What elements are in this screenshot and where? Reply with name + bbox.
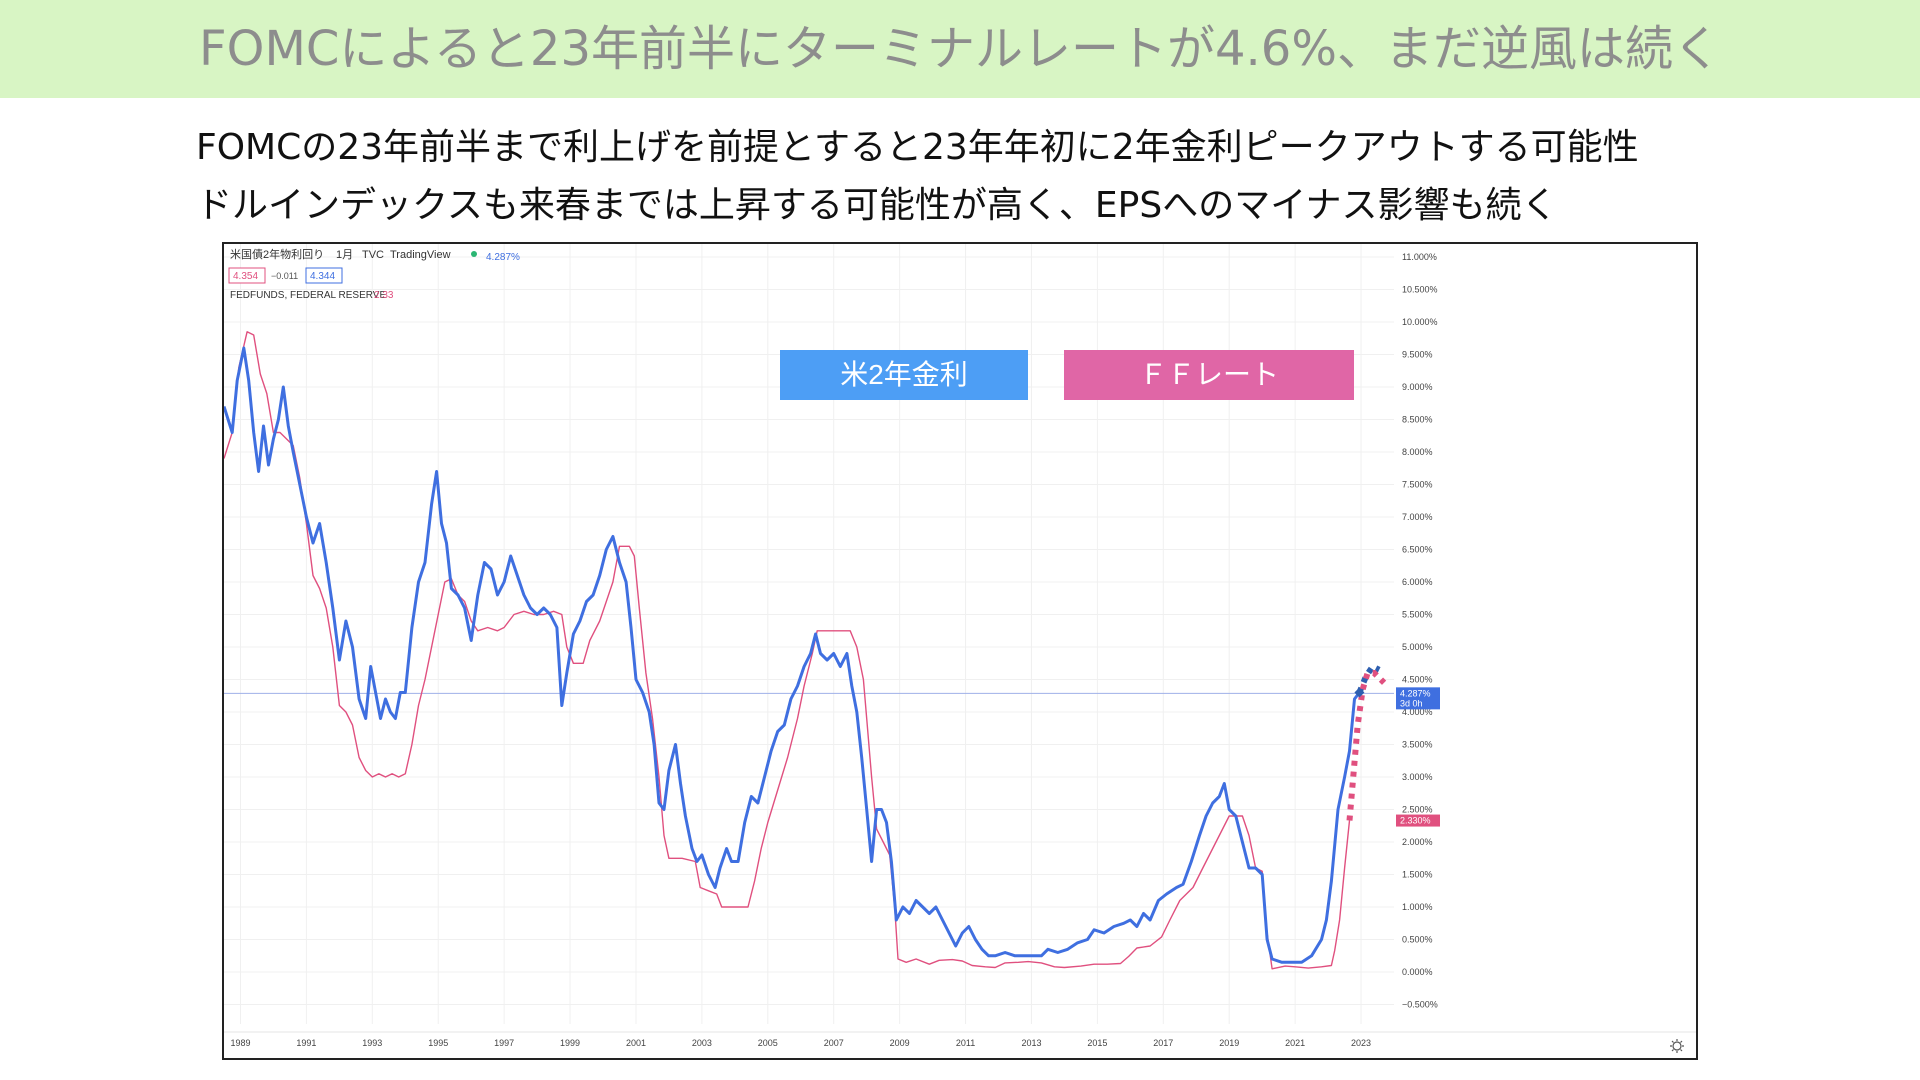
x-tick-label: 1995	[428, 1038, 448, 1048]
subtitle-line-2: ドルインデックスも来春までは上昇する可能性が高く、EPSへのマイナス影響も続く	[196, 185, 1558, 226]
x-tick-label: 1991	[296, 1038, 316, 1048]
y-tick-label: −0.500%	[1402, 1000, 1438, 1010]
y-tick-label: 3.000%	[1402, 772, 1433, 782]
y-tick-label: 9.000%	[1402, 382, 1433, 392]
x-tick-label: 2001	[626, 1038, 646, 1048]
y-tick-label: 11.000%	[1402, 252, 1437, 262]
yield-tag-value: 4.287%	[1400, 688, 1431, 698]
settings-gear-icon[interactable]	[1670, 1039, 1684, 1053]
x-tick-label: 2011	[956, 1038, 975, 1048]
fedfunds-series-line	[224, 331, 1351, 970]
bid-box[interactable]	[228, 267, 266, 284]
axes: 11.000% 10.500% 10.000% 9.500% 9.000% 8.500% 8…	[224, 252, 1696, 1048]
yield-series-line	[224, 346, 1361, 964]
bid-value: 4.354	[233, 271, 258, 282]
y-tick-label: 10.500%	[1402, 285, 1438, 295]
y-tick-label: 10.000%	[1402, 317, 1438, 327]
ask-box[interactable]	[305, 267, 343, 284]
y-tick-label: 9.500%	[1402, 350, 1433, 360]
y-tick-label: 6.500%	[1402, 545, 1433, 555]
series2-value: 2.33	[374, 290, 394, 301]
y-tick-label: 4.500%	[1402, 675, 1433, 685]
x-tick-label: 2009	[890, 1038, 910, 1048]
y-tick-label: 7.500%	[1402, 480, 1433, 490]
y-tick-label: 2.000%	[1402, 837, 1433, 847]
grid	[224, 244, 1394, 1024]
y-tick-label: 6.000%	[1402, 577, 1433, 587]
yield-price-tag: 4.287% 3d 0h	[1396, 687, 1440, 710]
y-tick-label: 1.500%	[1402, 870, 1433, 880]
x-tick-label: 2015	[1087, 1038, 1107, 1048]
x-tick-label: 1993	[362, 1038, 382, 1048]
yield-projection-line	[1356, 662, 1381, 694]
ask-value: 4.344	[310, 271, 335, 282]
subtitle-line-1: FOMCの23年前半まで利上げを前提とすると23年年初に2年金利ピークアウトする…	[196, 127, 1639, 168]
x-tick-label: 2005	[758, 1038, 778, 1048]
interval-label[interactable]: 1月	[336, 249, 353, 261]
last-point-marker	[1354, 687, 1365, 698]
y-tick-label: 1.000%	[1402, 902, 1433, 912]
y-tick-label: 3.500%	[1402, 740, 1433, 750]
platform-label: TradingView	[390, 249, 451, 261]
symbol-name[interactable]: 米国債2年物利回り	[230, 247, 324, 261]
y-tick-label: 8.000%	[1402, 447, 1433, 457]
y-tick-label: 5.000%	[1402, 642, 1433, 652]
page-title: FOMCによると23年前半にターミナルレートが4.6%、まだ逆風は続く	[199, 21, 1721, 77]
y-tick-label: 2.500%	[1402, 805, 1433, 815]
y-tick-label: 7.000%	[1402, 512, 1433, 522]
y-tick-label: 8.500%	[1402, 415, 1433, 425]
x-tick-label: 2013	[1021, 1038, 1041, 1048]
x-tick-label: 2017	[1153, 1038, 1173, 1048]
series2-name[interactable]: FEDFUNDS, FEDERAL RESERVE	[230, 290, 386, 301]
ff-label-box: ＦＦレート	[1064, 350, 1354, 400]
market-status-icon	[471, 251, 477, 257]
x-tick-label: 1989	[230, 1038, 250, 1048]
x-tick-label: 2023	[1351, 1038, 1371, 1048]
x-tick-label: 1999	[560, 1038, 580, 1048]
series-layer	[224, 331, 1387, 970]
x-tick-label: 2007	[824, 1038, 844, 1048]
x-tick-label: 2021	[1285, 1038, 1305, 1048]
yield-label-box: 米2年金利	[780, 350, 1028, 400]
ff-tag-value: 2.330%	[1400, 816, 1431, 826]
y-tick-label: 4.000%	[1402, 707, 1433, 717]
chart-frame[interactable]: 11.000% 10.500% 10.000% 9.500% 9.000% 8.500% 8…	[222, 242, 1698, 1060]
x-tick-label: 2003	[692, 1038, 712, 1048]
x-tick-label: 2019	[1219, 1038, 1239, 1048]
price-chart[interactable]: 11.000% 10.500% 10.000% 9.500% 9.000% 8.500% 8…	[224, 244, 1696, 1058]
y-tick-label: 0.500%	[1402, 935, 1433, 945]
spread-value: −0.011	[271, 271, 298, 281]
title-banner: FOMCによると23年前半にターミナルレートが4.6%、まだ逆風は続く	[0, 0, 1920, 98]
source-label: TVC	[362, 249, 384, 261]
ff-projection-line	[1346, 670, 1387, 821]
y-tick-label: 5.500%	[1402, 610, 1433, 620]
ff-price-tag: 2.330%	[1396, 814, 1440, 827]
y-tick-label: 0.000%	[1402, 967, 1433, 977]
last-value: 4.287%	[486, 252, 520, 263]
yield-tag-time: 3d 0h	[1400, 698, 1423, 708]
x-tick-label: 1997	[494, 1038, 514, 1048]
